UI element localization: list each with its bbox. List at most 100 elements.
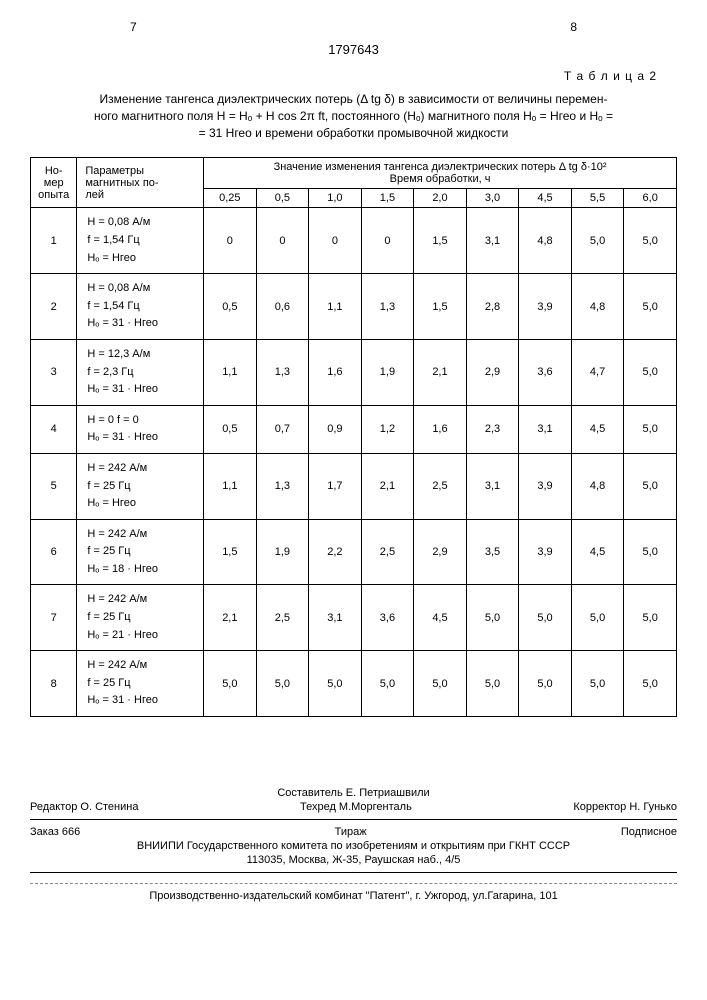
table-row: 8H = 242 А/мf = 25 ГцHₒ = 31 · Hгео5,05,… bbox=[31, 651, 677, 717]
table-row: 7H = 242 А/мf = 25 ГцHₒ = 21 · Hгео2,12,… bbox=[31, 585, 677, 651]
value-cell: 2,5 bbox=[256, 585, 309, 651]
value-cell: 5,0 bbox=[624, 208, 677, 274]
value-cell: 0 bbox=[204, 208, 257, 274]
value-cell: 1,1 bbox=[309, 274, 362, 340]
value-cell: 2,9 bbox=[414, 519, 467, 585]
value-cell: 5,0 bbox=[624, 405, 677, 453]
table-label: Т а б л и ц а 2 bbox=[30, 69, 657, 83]
table-row: 3H = 12,3 А/мf = 2,3 ГцHₒ = 31 · Hгео1,1… bbox=[31, 339, 677, 405]
value-cell: 2,1 bbox=[361, 453, 414, 519]
value-cell: 2,8 bbox=[466, 274, 519, 340]
value-cell: 5,0 bbox=[519, 651, 572, 717]
value-cell: 5,0 bbox=[624, 585, 677, 651]
value-cell: 1,6 bbox=[309, 339, 362, 405]
value-cell: 5,0 bbox=[204, 651, 257, 717]
value-cell: 1,9 bbox=[256, 519, 309, 585]
value-cell: 3,1 bbox=[466, 453, 519, 519]
row-number: 1 bbox=[31, 208, 77, 274]
footer-order: Заказ 666 Тираж Подписное ВНИИПИ Государ… bbox=[30, 826, 677, 873]
value-cell: 5,0 bbox=[361, 651, 414, 717]
value-cell: 1,9 bbox=[361, 339, 414, 405]
value-cell: 1,2 bbox=[361, 405, 414, 453]
value-cell: 3,5 bbox=[466, 519, 519, 585]
value-cell: 1,3 bbox=[361, 274, 414, 340]
page-right: 8 bbox=[570, 20, 577, 34]
editor: Редактор О. Стенина bbox=[30, 801, 138, 813]
table-row: 1H = 0,08 А/мf = 1,54 ГцHₒ = Hгео00001,5… bbox=[31, 208, 677, 274]
hdr-params: Параметрымагнитных по-лей bbox=[77, 158, 204, 208]
row-params: H = 242 А/мf = 25 ГцHₒ = 31 · Hгео bbox=[77, 651, 204, 717]
value-cell: 4,5 bbox=[571, 405, 624, 453]
time-col: 1,0 bbox=[309, 189, 362, 208]
time-col: 3,0 bbox=[466, 189, 519, 208]
value-cell: 3,9 bbox=[519, 453, 572, 519]
value-cell: 1,3 bbox=[256, 339, 309, 405]
value-cell: 5,0 bbox=[624, 519, 677, 585]
row-number: 7 bbox=[31, 585, 77, 651]
time-col: 4,5 bbox=[519, 189, 572, 208]
row-params: H = 0,08 А/мf = 1,54 ГцHₒ = 31 · Hгео bbox=[77, 274, 204, 340]
row-params: H = 0,08 А/мf = 1,54 ГцHₒ = Hгео bbox=[77, 208, 204, 274]
hdr-main: Значение изменения тангенса диэлектричес… bbox=[204, 158, 677, 189]
value-cell: 0,9 bbox=[309, 405, 362, 453]
value-cell: 0 bbox=[256, 208, 309, 274]
value-cell: 1,3 bbox=[256, 453, 309, 519]
value-cell: 2,5 bbox=[361, 519, 414, 585]
value-cell: 1,7 bbox=[309, 453, 362, 519]
value-cell: 3,9 bbox=[519, 274, 572, 340]
value-cell: 5,0 bbox=[256, 651, 309, 717]
value-cell: 3,9 bbox=[519, 519, 572, 585]
row-number: 2 bbox=[31, 274, 77, 340]
footer-credits: Составитель Е. Петриашвили Редактор О. С… bbox=[30, 787, 677, 820]
value-cell: 3,6 bbox=[361, 585, 414, 651]
value-cell: 4,8 bbox=[571, 453, 624, 519]
value-cell: 1,5 bbox=[414, 208, 467, 274]
value-cell: 0,5 bbox=[204, 405, 257, 453]
hdr-number: Но-меропыта bbox=[31, 158, 77, 208]
value-cell: 3,1 bbox=[466, 208, 519, 274]
value-cell: 1,5 bbox=[414, 274, 467, 340]
value-cell: 5,0 bbox=[466, 651, 519, 717]
value-cell: 4,7 bbox=[571, 339, 624, 405]
time-col: 2,0 bbox=[414, 189, 467, 208]
value-cell: 0,5 bbox=[204, 274, 257, 340]
value-cell: 5,0 bbox=[571, 651, 624, 717]
value-cell: 2,1 bbox=[204, 585, 257, 651]
row-params: H = 242 А/мf = 25 ГцHₒ = 18 · Hгео bbox=[77, 519, 204, 585]
time-col: 0,25 bbox=[204, 189, 257, 208]
table-row: 6H = 242 А/мf = 25 ГцHₒ = 18 · Hгео1,51,… bbox=[31, 519, 677, 585]
value-cell: 5,0 bbox=[571, 585, 624, 651]
value-cell: 2,1 bbox=[414, 339, 467, 405]
value-cell: 3,6 bbox=[519, 339, 572, 405]
tirazh: Тираж bbox=[335, 826, 367, 838]
value-cell: 0 bbox=[361, 208, 414, 274]
value-cell: 5,0 bbox=[466, 585, 519, 651]
time-col: 5,5 bbox=[571, 189, 624, 208]
value-cell: 5,0 bbox=[309, 651, 362, 717]
value-cell: 2,9 bbox=[466, 339, 519, 405]
row-params: H = 242 А/мf = 25 ГцHₒ = 21 · Hгео bbox=[77, 585, 204, 651]
doc-number: 1797643 bbox=[30, 42, 677, 57]
value-cell: 0 bbox=[309, 208, 362, 274]
time-col: 6,0 bbox=[624, 189, 677, 208]
value-cell: 5,0 bbox=[624, 274, 677, 340]
row-number: 3 bbox=[31, 339, 77, 405]
value-cell: 2,5 bbox=[414, 453, 467, 519]
table-row: 5H = 242 А/мf = 25 ГцHₒ = Hгео1,11,31,72… bbox=[31, 453, 677, 519]
order-no: Заказ 666 bbox=[30, 826, 80, 838]
value-cell: 2,3 bbox=[466, 405, 519, 453]
value-cell: 5,0 bbox=[624, 339, 677, 405]
value-cell: 5,0 bbox=[519, 585, 572, 651]
podpisnoe: Подписное bbox=[621, 826, 677, 838]
value-cell: 1,1 bbox=[204, 339, 257, 405]
value-cell: 5,0 bbox=[414, 651, 467, 717]
table-caption: Изменение тангенса диэлектрических потер… bbox=[40, 91, 667, 141]
value-cell: 3,1 bbox=[309, 585, 362, 651]
row-number: 6 bbox=[31, 519, 77, 585]
time-col: 0,5 bbox=[256, 189, 309, 208]
value-cell: 1,6 bbox=[414, 405, 467, 453]
row-params: H = 12,3 А/мf = 2,3 ГцHₒ = 31 · Hгео bbox=[77, 339, 204, 405]
value-cell: 4,8 bbox=[519, 208, 572, 274]
row-params: H = 242 А/мf = 25 ГцHₒ = Hгео bbox=[77, 453, 204, 519]
time-col: 1,5 bbox=[361, 189, 414, 208]
